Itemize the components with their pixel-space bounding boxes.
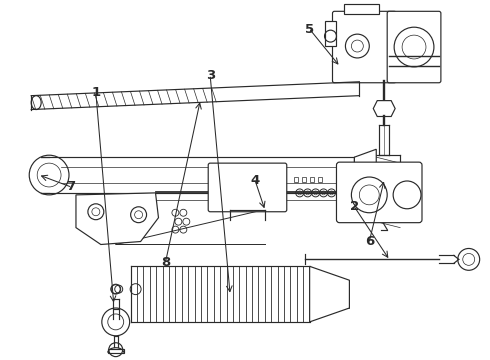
Text: 4: 4	[250, 174, 260, 186]
Text: 7: 7	[67, 180, 75, 193]
FancyBboxPatch shape	[387, 11, 441, 83]
Text: 3: 3	[206, 69, 215, 82]
Polygon shape	[76, 193, 158, 244]
Polygon shape	[354, 149, 376, 201]
Polygon shape	[310, 266, 349, 322]
Text: 5: 5	[305, 23, 314, 36]
Text: 2: 2	[350, 200, 359, 213]
Text: 1: 1	[91, 86, 100, 99]
FancyBboxPatch shape	[333, 11, 396, 83]
Bar	[302, 177, 306, 182]
Bar	[294, 177, 298, 182]
Bar	[324, 21, 337, 46]
Text: 6: 6	[365, 235, 374, 248]
Text: 8: 8	[161, 256, 170, 269]
FancyBboxPatch shape	[337, 162, 422, 223]
Bar	[108, 349, 123, 353]
Bar	[344, 4, 379, 14]
Bar	[310, 177, 314, 182]
Polygon shape	[373, 100, 395, 117]
FancyBboxPatch shape	[208, 163, 287, 212]
Bar	[318, 177, 321, 182]
